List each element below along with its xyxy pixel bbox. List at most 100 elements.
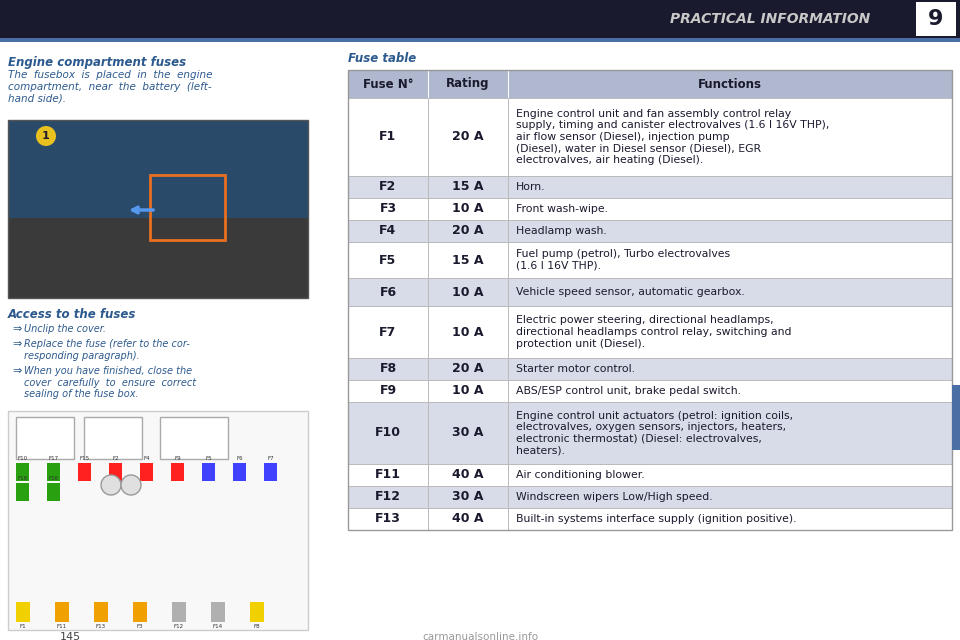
Text: Unclip the cover.: Unclip the cover. xyxy=(24,324,106,334)
Bar xyxy=(427,242,428,278)
Text: Air conditioning blower.: Air conditioning blower. xyxy=(516,470,644,480)
Bar xyxy=(8,411,308,630)
Text: When you have finished, close the
cover  carefully  to  ensure  correct
sealing : When you have finished, close the cover … xyxy=(24,366,196,399)
Bar xyxy=(428,358,508,380)
Text: Headlamp wash.: Headlamp wash. xyxy=(516,226,607,236)
Bar xyxy=(348,306,428,358)
Bar xyxy=(428,508,508,530)
Bar xyxy=(348,242,428,278)
Text: 10 A: 10 A xyxy=(452,326,484,339)
Bar xyxy=(16,417,74,459)
Bar xyxy=(508,70,509,98)
Text: F8: F8 xyxy=(379,362,396,376)
Bar xyxy=(508,278,509,306)
Text: The  fusebox  is  placed  in  the  engine
compartment,  near  the  battery  (lef: The fusebox is placed in the engine comp… xyxy=(8,70,212,103)
Bar xyxy=(160,417,228,459)
Bar xyxy=(508,486,952,508)
Bar xyxy=(916,2,956,36)
Bar xyxy=(508,278,952,306)
Text: F13: F13 xyxy=(375,513,401,525)
Bar xyxy=(428,486,508,508)
Bar xyxy=(508,220,952,242)
Bar xyxy=(348,70,428,98)
Bar xyxy=(427,306,428,358)
Bar xyxy=(427,70,428,98)
Bar xyxy=(427,98,428,176)
Text: Windscreen wipers Low/High speed.: Windscreen wipers Low/High speed. xyxy=(516,492,712,502)
Text: F15: F15 xyxy=(80,456,89,461)
Bar xyxy=(508,242,509,278)
Bar xyxy=(428,98,508,176)
Bar xyxy=(348,220,428,242)
Bar xyxy=(427,380,428,402)
Text: ABS/ESP control unit, brake pedal switch.: ABS/ESP control unit, brake pedal switch… xyxy=(516,386,741,396)
Text: 9: 9 xyxy=(928,9,944,29)
Bar xyxy=(508,464,509,486)
Bar xyxy=(508,402,509,464)
Text: F3: F3 xyxy=(379,202,396,216)
Bar xyxy=(16,602,30,622)
Bar xyxy=(508,98,952,176)
Bar xyxy=(427,358,428,380)
Bar xyxy=(508,198,952,220)
Bar xyxy=(508,380,952,402)
Bar xyxy=(428,380,508,402)
Text: Functions: Functions xyxy=(698,77,762,90)
Text: F4: F4 xyxy=(143,456,150,461)
Bar xyxy=(8,411,308,630)
Text: F3: F3 xyxy=(136,624,143,629)
Text: Electric power steering, directional headlamps,
directional headlamps control re: Electric power steering, directional hea… xyxy=(516,316,791,349)
Text: F12: F12 xyxy=(375,490,401,504)
Text: Front wash-wipe.: Front wash-wipe. xyxy=(516,204,608,214)
Bar xyxy=(348,278,428,306)
Bar xyxy=(428,220,508,242)
Circle shape xyxy=(36,126,56,146)
Bar xyxy=(133,602,147,622)
Text: 20 A: 20 A xyxy=(452,131,484,143)
Text: Rating: Rating xyxy=(446,77,490,90)
Bar xyxy=(16,483,29,501)
Text: F1: F1 xyxy=(379,131,396,143)
Bar xyxy=(508,220,509,242)
Text: F16: F16 xyxy=(48,476,59,481)
Bar xyxy=(55,602,69,622)
Text: F11: F11 xyxy=(57,624,67,629)
Text: Fuel pump (petrol), Turbo electrovalves
(1.6 l 16V THP).: Fuel pump (petrol), Turbo electrovalves … xyxy=(516,249,731,271)
Bar xyxy=(140,463,153,481)
Bar xyxy=(348,176,428,198)
Bar xyxy=(8,120,308,298)
Bar xyxy=(84,417,142,459)
Text: F12: F12 xyxy=(174,624,184,629)
Bar xyxy=(508,508,509,530)
Text: Horn.: Horn. xyxy=(516,182,545,192)
Bar xyxy=(8,120,308,218)
Bar xyxy=(264,463,277,481)
Bar xyxy=(8,218,308,298)
Bar xyxy=(0,0,960,38)
Text: Access to the fuses: Access to the fuses xyxy=(8,308,136,321)
Bar xyxy=(508,402,952,464)
Bar xyxy=(348,198,428,220)
Bar xyxy=(47,483,60,501)
Bar xyxy=(427,176,428,198)
Bar xyxy=(427,220,428,242)
Text: 10 A: 10 A xyxy=(452,385,484,397)
Text: 10 A: 10 A xyxy=(452,285,484,298)
Bar xyxy=(8,120,308,298)
Text: 1: 1 xyxy=(42,131,50,141)
Bar xyxy=(202,463,215,481)
Text: F5: F5 xyxy=(205,456,212,461)
Bar xyxy=(250,602,264,622)
Text: F7: F7 xyxy=(379,326,396,339)
Text: Engine control unit actuators (petrol: ignition coils,
electrovalves, oxygen sen: Engine control unit actuators (petrol: i… xyxy=(516,411,793,456)
Text: F14: F14 xyxy=(213,624,223,629)
Circle shape xyxy=(121,475,141,495)
Text: Starter motor control.: Starter motor control. xyxy=(516,364,635,374)
Text: F5: F5 xyxy=(379,253,396,266)
Bar xyxy=(172,602,186,622)
Text: ⇒: ⇒ xyxy=(12,339,21,349)
Bar xyxy=(16,463,29,481)
Bar xyxy=(428,70,508,98)
Text: F6: F6 xyxy=(236,456,243,461)
Text: carmanualsonline.info: carmanualsonline.info xyxy=(422,632,538,640)
